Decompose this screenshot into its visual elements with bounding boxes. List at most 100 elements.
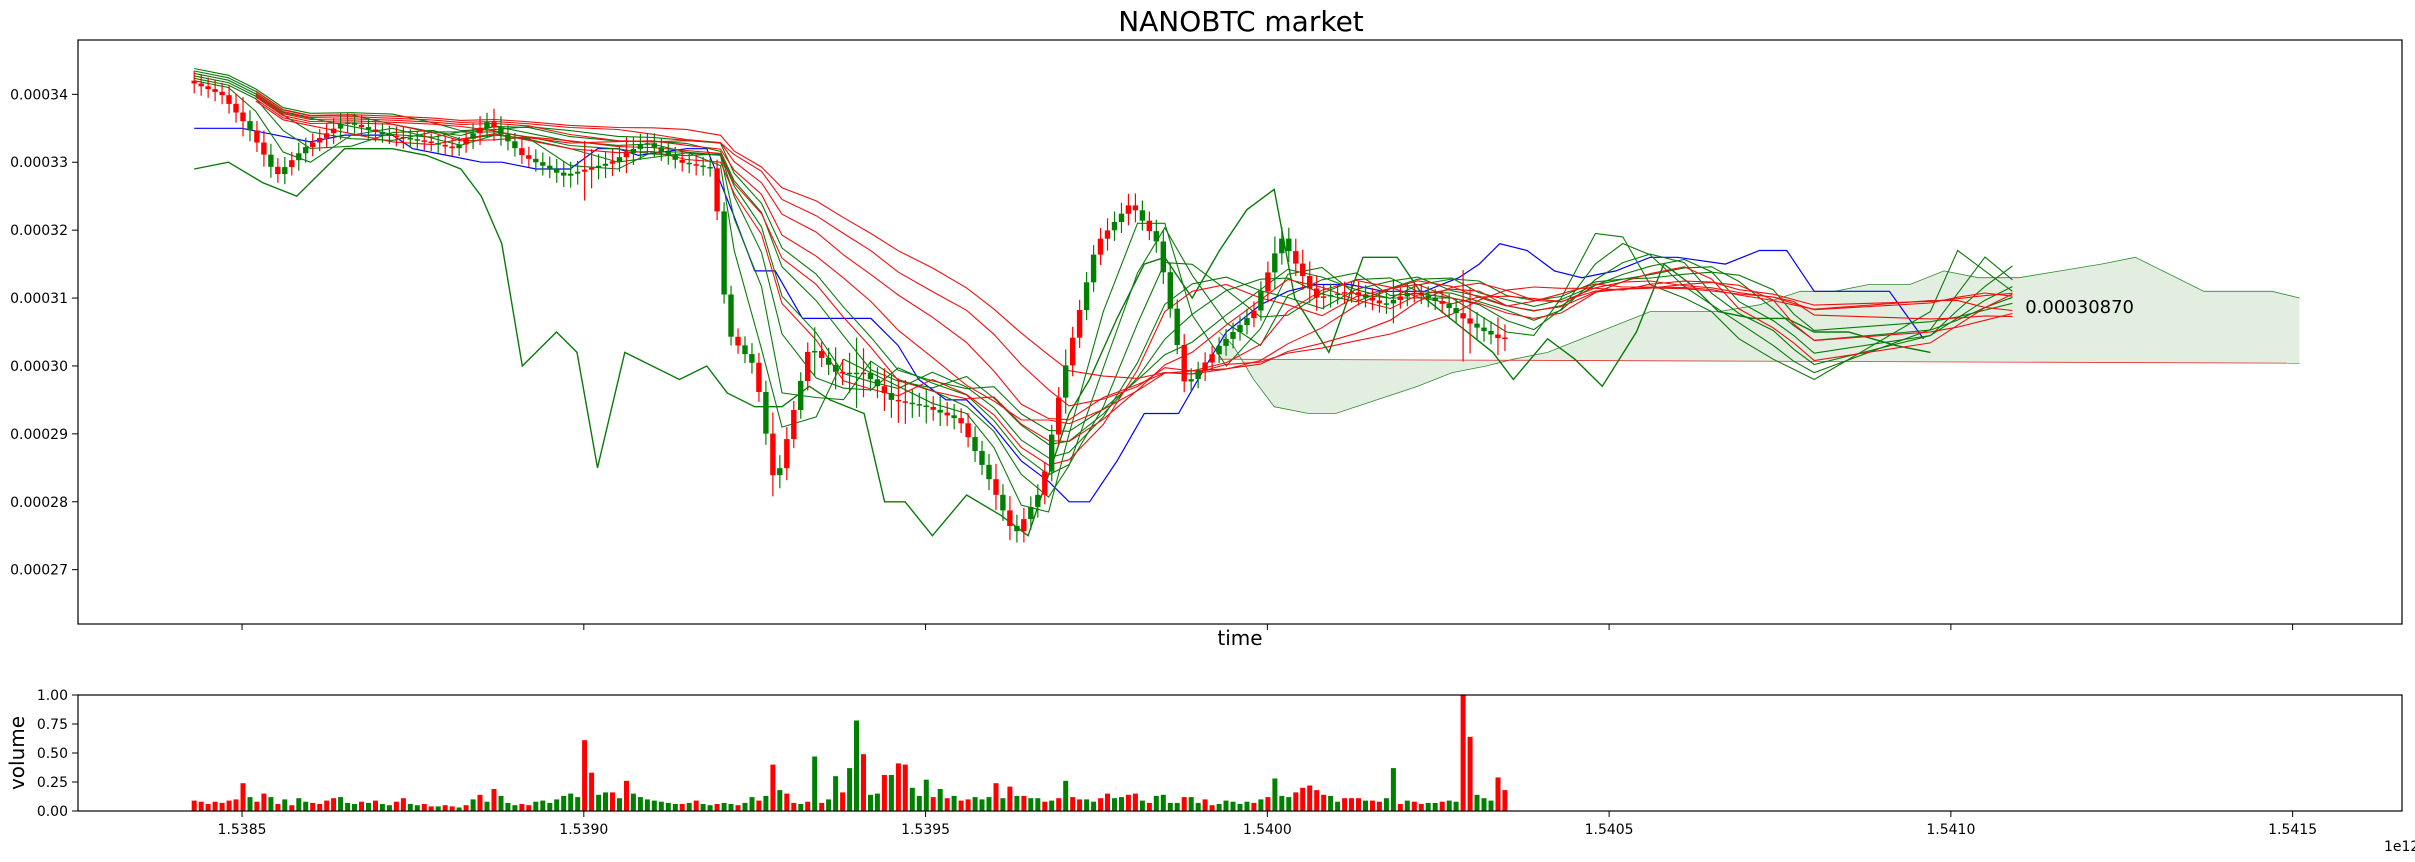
candle-body (574, 171, 581, 174)
volume-bar (1188, 797, 1194, 811)
candle-body (365, 127, 372, 130)
candle-body (491, 122, 497, 128)
candle-body (1167, 272, 1173, 309)
candle-body (1320, 296, 1327, 298)
volume-bar (366, 802, 371, 811)
candle-body (568, 173, 574, 176)
candle-body (1070, 337, 1076, 366)
candle-body (198, 83, 204, 87)
volume-bar (582, 740, 588, 811)
volume-bar (916, 795, 922, 811)
volume-bar (296, 798, 302, 811)
volume-bar (1112, 798, 1117, 811)
candle-body (937, 409, 943, 413)
volume-bar (1021, 795, 1027, 811)
candle-body (1063, 365, 1069, 398)
candle-body (1042, 471, 1048, 495)
volume-bar (1418, 804, 1424, 811)
candle-body (268, 154, 274, 167)
ribbon-green-line (194, 70, 2013, 446)
volume-bar (386, 805, 392, 811)
candle-body (1474, 323, 1480, 328)
candle-body (1146, 220, 1152, 232)
candle-body (1007, 510, 1013, 526)
volume-bar (847, 768, 853, 811)
volume-bar (1356, 798, 1361, 811)
indicator-lines (194, 67, 2013, 537)
candle-body (721, 211, 727, 295)
volume-bar (1105, 793, 1110, 811)
candle-body (400, 136, 406, 139)
candle-body (386, 134, 393, 136)
candle-body (595, 165, 602, 168)
volume-bar (721, 802, 727, 811)
candle-body (1418, 292, 1424, 296)
candle-body (1076, 310, 1083, 338)
candle-body (693, 164, 699, 166)
candle-body (846, 372, 853, 375)
volume-bar (1035, 798, 1041, 811)
volume-bar (1439, 801, 1445, 811)
volume-bar (944, 798, 950, 811)
cloud-span-b-line (1219, 358, 2300, 364)
candle-body (275, 166, 281, 175)
volume-bar (1293, 792, 1299, 811)
volume-y-axis-label: volume (5, 716, 29, 790)
candle-body (1251, 310, 1257, 319)
volume-bar (393, 801, 399, 811)
volume-bar (526, 805, 532, 811)
volume-bar (1167, 802, 1173, 811)
volume-bar (833, 776, 839, 811)
volume-bar (477, 794, 483, 811)
volume-x-tick-label: 1.5395 (901, 822, 950, 838)
volume-bar (777, 790, 783, 811)
volume-bar (735, 805, 741, 811)
volume-bar (331, 798, 337, 811)
volume-bar (637, 797, 643, 811)
volume-x-tick-label: 1.5385 (218, 822, 267, 838)
candle-body (226, 95, 232, 104)
candle-body (428, 141, 434, 144)
volume-bar (1474, 794, 1480, 811)
volume-plot-area (78, 695, 2402, 811)
candle-body (1397, 296, 1403, 300)
volume-bar (805, 801, 811, 811)
candle-body (1390, 299, 1397, 304)
candle-body (1495, 334, 1501, 338)
volume-bar (226, 800, 232, 811)
chart-title: NANOBTC market (1118, 5, 1364, 38)
candle-body (1334, 293, 1341, 296)
volume-bar (303, 801, 309, 811)
volume-bar (519, 804, 525, 811)
candle-body (812, 351, 818, 353)
candle-body (477, 127, 483, 134)
volume-bar (498, 795, 504, 811)
candle-body (958, 418, 964, 424)
volume-bar (1349, 798, 1354, 811)
candle-body (498, 127, 504, 135)
volume-bar (240, 783, 246, 811)
price-y-tick-label: 0.00029 (10, 427, 68, 443)
price-y-tick-label: 0.00028 (10, 495, 68, 511)
candle-body (951, 415, 957, 419)
volume-bar (861, 754, 866, 811)
candle-body (1035, 494, 1041, 507)
volume-y-tick-label: 0.50 (37, 746, 68, 762)
volume-y-tick-label: 0.00 (37, 804, 68, 820)
candle-body (1216, 345, 1222, 355)
volume-bar (1077, 799, 1083, 811)
volume-bar (1376, 801, 1382, 811)
volume-bar (1251, 802, 1257, 811)
candle-body (1244, 318, 1250, 325)
volume-bar (603, 792, 608, 811)
volume-bar (1467, 736, 1473, 811)
volume-bar (1056, 798, 1062, 811)
candle-body (888, 393, 895, 400)
candle-body (191, 80, 197, 84)
candle-body (1195, 370, 1201, 380)
volume-bar (379, 804, 385, 811)
candle-body (916, 404, 922, 406)
volume-bar (617, 798, 622, 811)
candle-body (435, 143, 441, 145)
volume-bar (345, 802, 351, 811)
